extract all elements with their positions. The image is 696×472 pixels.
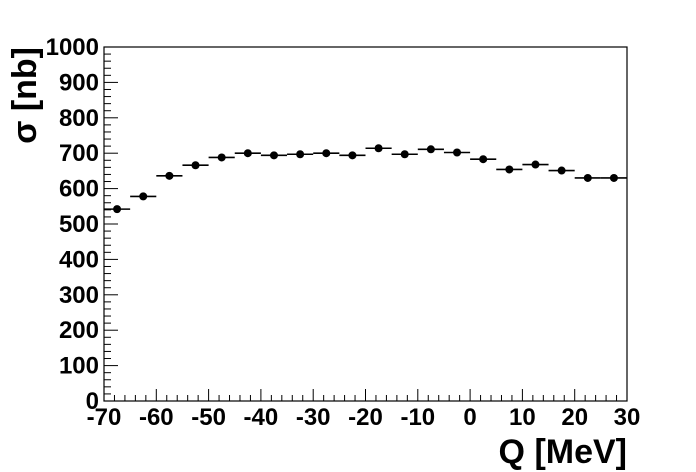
point-marker	[243, 149, 252, 158]
point-marker	[113, 205, 122, 214]
point-marker	[374, 144, 383, 153]
x-tick-label: -30	[296, 404, 331, 431]
y-tick-label: 100	[59, 353, 99, 380]
data-point	[365, 144, 392, 153]
x-tick-label: 30	[614, 404, 641, 431]
y-tick-label: 400	[59, 246, 99, 273]
data-point	[470, 155, 497, 164]
y-tick-label: 800	[59, 105, 99, 132]
point-marker	[322, 149, 331, 158]
data-point	[104, 205, 131, 214]
data-point	[496, 165, 523, 174]
y-tick-label: 600	[59, 176, 99, 203]
x-tick-label: -50	[191, 404, 226, 431]
point-marker	[269, 151, 278, 160]
x-tick-label: 0	[463, 404, 476, 431]
plot-frame	[103, 46, 628, 402]
point-marker	[217, 153, 226, 162]
point-marker	[609, 173, 618, 182]
point-marker	[557, 166, 566, 175]
data-point	[208, 153, 235, 162]
point-marker	[426, 145, 435, 154]
x-tick-label: -20	[348, 404, 383, 431]
data-point	[130, 192, 157, 201]
data-point	[522, 160, 549, 169]
x-tick-label: -10	[400, 404, 435, 431]
point-marker	[479, 155, 488, 164]
data-point	[313, 149, 340, 158]
y-tick-label: 500	[59, 211, 99, 238]
point-marker	[583, 173, 592, 182]
x-tick-label: -70	[87, 404, 122, 431]
y-tick-label: 1000	[46, 34, 99, 61]
y-tick-labels: 0 100 200 300 400 500 600 700 800 900 1000	[46, 34, 99, 415]
data-point	[182, 161, 209, 170]
x-tick-label: 20	[561, 404, 588, 431]
point-marker	[531, 160, 540, 169]
data-point	[156, 171, 183, 180]
point-marker	[505, 165, 514, 174]
data-point	[443, 148, 471, 157]
y-tick-label: 200	[59, 317, 99, 344]
x-tick-labels: -70 -60 -50 -40 -30 -20 -10 0 10 20 30	[87, 404, 641, 431]
data-point	[234, 149, 261, 158]
x-tick-label: -60	[139, 404, 174, 431]
data-point	[287, 150, 314, 159]
point-marker	[400, 150, 409, 159]
y-tick-label: 0	[86, 388, 99, 415]
x-axis-title: Q [MeV]	[499, 433, 627, 471]
point-marker	[296, 150, 305, 159]
point-marker	[348, 151, 357, 160]
axis-ticks	[103, 46, 628, 402]
data-point	[600, 173, 627, 182]
data-point	[548, 166, 575, 175]
data-point	[260, 151, 288, 160]
y-tick-label: 900	[59, 69, 99, 96]
data-point	[417, 145, 444, 154]
data-point	[574, 173, 601, 182]
y-tick-label: 700	[59, 140, 99, 167]
x-tick-label: -40	[244, 404, 279, 431]
data-points	[104, 144, 627, 214]
point-marker	[453, 148, 462, 157]
point-marker	[139, 192, 148, 201]
point-marker	[165, 171, 174, 180]
y-axis-title: σ [nb]	[6, 47, 44, 144]
x-tick-label: 10	[509, 404, 536, 431]
y-tick-label: 300	[59, 282, 99, 309]
point-marker	[191, 161, 200, 170]
data-point	[339, 151, 366, 160]
data-point	[391, 150, 418, 159]
